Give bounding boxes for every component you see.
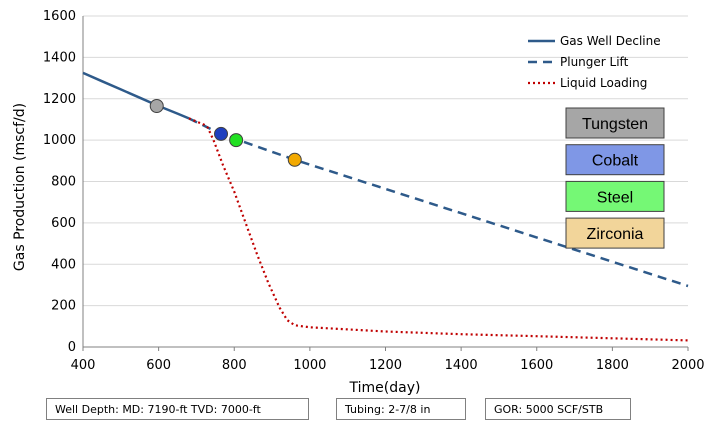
material-legend: Tungsten Cobalt Steel Zirconia <box>565 107 665 249</box>
x-tick-label: 800 <box>222 358 247 373</box>
y-tick-label: 200 <box>51 299 76 314</box>
axes: 0 200 400 600 800 1000 1200 1400 1600 400 600 800 10… <box>43 9 705 373</box>
y-tick-label: 1600 <box>43 9 76 24</box>
marker-zirconia <box>287 152 302 167</box>
liquid-loading-line <box>188 117 689 342</box>
material-box-cobalt <box>565 144 665 176</box>
marker-steel <box>229 133 244 148</box>
material-label: Zirconia <box>587 226 644 243</box>
y-tick-label: 1200 <box>43 92 76 107</box>
gridlines <box>83 15 688 307</box>
x-tick-label: 2000 <box>671 358 704 373</box>
legend-label: Liquid Loading <box>560 76 647 90</box>
material-label: Tungsten <box>582 116 648 133</box>
material-box-zirconia <box>565 217 665 249</box>
y-axis-title: Gas Production (mscf/d) <box>12 103 28 271</box>
plunger-lift-line <box>188 117 689 288</box>
y-tick-label: 400 <box>51 257 76 272</box>
y-tick-label: 1000 <box>43 133 76 148</box>
series-lines <box>82 71 689 342</box>
x-tick-label: 1800 <box>596 358 629 373</box>
x-tick-label: 1600 <box>520 358 553 373</box>
material-box-tungsten <box>565 107 665 139</box>
gor-box: GOR: 5000 SCF/STB <box>485 398 631 420</box>
material-markers <box>149 98 302 167</box>
material-label: Cobalt <box>592 153 639 170</box>
marker-tungsten <box>149 98 164 113</box>
y-tick-label: 0 <box>68 340 76 355</box>
legend-label: Gas Well Decline <box>560 34 661 48</box>
legend-label: Plunger Lift <box>560 55 629 69</box>
y-tick-label: 1400 <box>43 50 76 65</box>
material-box-steel <box>565 180 665 212</box>
tubing-box: Tubing: 2-7/8 in <box>336 398 466 420</box>
y-tick-label: 800 <box>51 175 76 190</box>
x-tick-label: 400 <box>71 358 96 373</box>
gas-well-decline-line <box>82 71 190 120</box>
legend: Gas Well Decline Plunger Lift Liquid Loadi… <box>528 34 661 90</box>
x-tick-label: 1200 <box>369 358 402 373</box>
well-depth-box: Well Depth: MD: 7190-ft TVD: 7000-ft <box>46 398 309 420</box>
x-axis-title: Time(day) <box>349 380 421 396</box>
x-tick-label: 600 <box>146 358 171 373</box>
x-tick-label: 1400 <box>445 358 478 373</box>
marker-cobalt <box>214 126 229 141</box>
material-label: Steel <box>597 189 633 206</box>
y-tick-label: 600 <box>51 216 76 231</box>
x-tick-label: 1000 <box>293 358 326 373</box>
